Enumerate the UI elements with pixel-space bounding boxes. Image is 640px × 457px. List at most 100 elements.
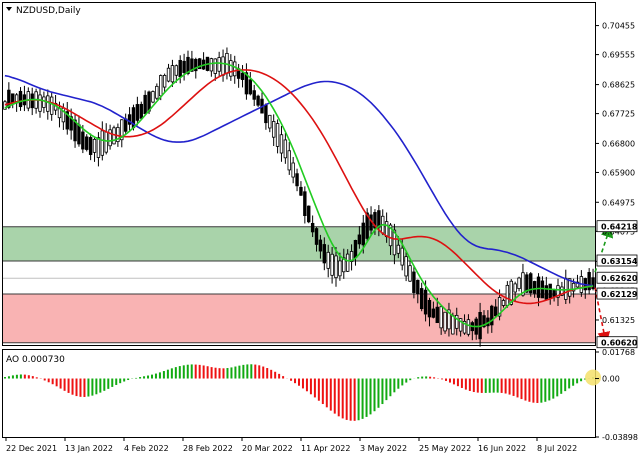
- candle-body: [338, 260, 342, 277]
- candle-body: [307, 205, 311, 223]
- candle-body: [229, 60, 233, 77]
- collapse-triangle-icon[interactable]: [6, 7, 12, 11]
- candle-body: [170, 65, 175, 83]
- candle-body: [108, 129, 112, 147]
- candle-body: [591, 277, 595, 290]
- candle-body: [127, 114, 132, 125]
- candle-body: [560, 286, 564, 296]
- zone-resistance: [3, 226, 595, 262]
- oscillator-label: AO 0.000730: [6, 355, 65, 365]
- candle-body: [104, 131, 108, 153]
- oscillator-axis: 0.01768 0.00 -0.03898: [595, 348, 638, 442]
- candle-body: [556, 285, 560, 298]
- ao-tick-label: 0.00: [602, 375, 620, 384]
- date-tick-label: 28 Feb 2022: [183, 444, 233, 453]
- candle-body: [587, 272, 591, 291]
- candle-body: [521, 272, 525, 296]
- ao-tick-label: -0.03898: [602, 433, 638, 442]
- candle-body: [501, 300, 506, 306]
- candle-body: [46, 95, 50, 112]
- price-tag-label: 0.62620: [601, 274, 638, 283]
- candle-body: [490, 305, 494, 326]
- date-tick-label: 3 May 2022: [360, 444, 407, 453]
- candle-body: [497, 297, 502, 317]
- candle-body: [279, 134, 284, 154]
- price-tick-label: 0.69555: [602, 51, 635, 60]
- candle-body: [7, 89, 11, 108]
- price-tick-label: 0.68625: [602, 81, 635, 90]
- price-tag-box: [596, 220, 638, 233]
- candle-body: [18, 90, 23, 108]
- candle-body: [493, 306, 498, 317]
- candle-body: [73, 119, 77, 142]
- candle-body: [30, 93, 34, 109]
- candle-body: [38, 94, 42, 112]
- candle-body: [408, 265, 412, 282]
- candle-body: [575, 281, 580, 288]
- candle-body: [174, 65, 179, 76]
- candle-body: [88, 137, 93, 155]
- candle-body: [166, 67, 171, 82]
- candle-body: [85, 136, 89, 150]
- candle-body: [431, 308, 436, 318]
- candle-body: [248, 79, 253, 95]
- date-tick-label: 16 Jun 2022: [478, 444, 526, 453]
- candle-body: [513, 283, 517, 293]
- candle-body: [291, 162, 295, 178]
- candle-body: [458, 318, 463, 332]
- candle-body: [197, 58, 202, 70]
- candle-body: [365, 212, 369, 239]
- candle-body: [92, 138, 97, 153]
- candle-body: [3, 101, 7, 110]
- candle-body: [314, 228, 319, 245]
- candle-body: [240, 72, 245, 80]
- candle-body: [505, 284, 510, 306]
- candle-body: [564, 277, 568, 300]
- ao-last-value-marker: [585, 369, 602, 386]
- candle-body: [81, 131, 85, 150]
- date-tick-label: 13 Jan 2022: [65, 444, 113, 453]
- candle-body: [112, 127, 116, 145]
- price-tick-label: 0.70455: [602, 22, 635, 31]
- candle-body: [447, 309, 451, 330]
- price-tag-box: [596, 254, 638, 267]
- candle-body: [416, 279, 420, 295]
- price-tick-label: 0.67725: [602, 110, 635, 119]
- candle-body: [423, 289, 428, 315]
- price-tick-label: 0.61325: [602, 316, 635, 325]
- candle-body: [536, 276, 541, 298]
- candle-body: [427, 299, 432, 318]
- candle-body: [529, 273, 533, 294]
- price-tick-label: 0.64975: [602, 198, 635, 207]
- candle-body: [439, 306, 443, 329]
- candle-body: [123, 118, 128, 132]
- candle-body: [462, 321, 467, 334]
- candle-body: [233, 61, 237, 77]
- candle-body: [322, 244, 327, 264]
- candle-body: [435, 306, 439, 324]
- date-tick-label: 25 May 2022: [419, 444, 471, 453]
- price-tag-label: 0.62129: [601, 290, 638, 299]
- moving-average-line-1: [4, 74, 594, 287]
- candle-body: [244, 72, 249, 95]
- candle-body: [264, 104, 268, 124]
- candle-body: [377, 210, 381, 228]
- candle-body: [135, 104, 140, 121]
- candle-body: [299, 186, 303, 196]
- date-tick-label: 4 Feb 2022: [124, 444, 169, 453]
- candle-body: [256, 95, 260, 106]
- price-tag-label: 0.63154: [601, 257, 638, 266]
- candle-body: [353, 239, 358, 258]
- candle-body: [96, 137, 101, 158]
- candle-body: [345, 253, 350, 272]
- candle-body: [275, 123, 280, 147]
- candle-body: [548, 283, 552, 299]
- candle-body: [571, 282, 576, 292]
- candle-body: [419, 288, 424, 310]
- candle-body: [310, 222, 315, 233]
- candle-body: [287, 150, 291, 171]
- ao-tick-label: 0.01768: [602, 348, 635, 357]
- candle-body: [100, 130, 105, 156]
- price-tick-label: 0.65900: [602, 168, 635, 177]
- candle-body: [326, 251, 330, 269]
